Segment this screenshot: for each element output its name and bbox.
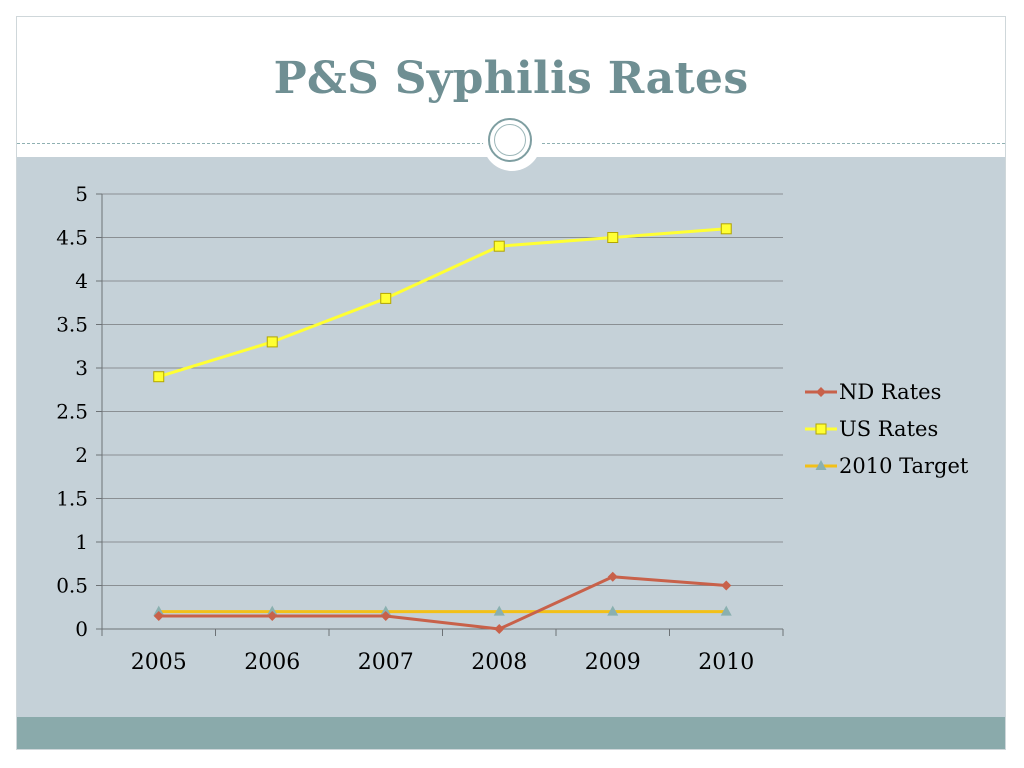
data-point	[380, 605, 392, 616]
line-chart: 0 0.5 1 1.5 2 2.5 3 3.5 4 4.5 5 2005 2006 2007 2008 200…	[56, 182, 969, 675]
data-point	[380, 292, 392, 304]
x-tick-label: 2009	[585, 650, 641, 675]
x-tick-label: 2006	[244, 650, 300, 675]
footer-bar	[17, 717, 1005, 749]
series-line-nd-rates	[158, 575, 727, 631]
data-point	[380, 610, 391, 621]
x-tick-label: 2007	[358, 650, 414, 675]
ornament-ring-inner	[494, 124, 526, 156]
x-tick-label: 2005	[131, 650, 187, 675]
data-point	[153, 371, 165, 383]
data-point	[720, 605, 732, 616]
data-point	[494, 624, 505, 634]
legend-marker	[816, 387, 826, 397]
data-point	[153, 605, 165, 616]
circle-ornament-icon	[483, 113, 541, 171]
y-tick-label: 2.5	[56, 400, 88, 424]
legend-label: US Rates	[839, 417, 938, 441]
y-tick-label: 4.5	[56, 226, 88, 250]
data-point	[607, 571, 618, 582]
chart-area: 0 0.5 1 1.5 2 2.5 3 3.5 4 4.5 5 2005 2006 2007 2008 200…	[17, 157, 1005, 717]
data-point	[493, 605, 505, 616]
data-point	[720, 223, 732, 235]
data-point	[266, 336, 278, 348]
y-tick-label: 4	[75, 269, 88, 293]
y-tick-label: 3	[75, 356, 88, 380]
data-point	[721, 580, 732, 591]
data-point	[607, 232, 619, 243]
slide-title: P&S Syphilis Rates	[273, 53, 749, 104]
data-point	[607, 605, 619, 616]
data-point	[153, 610, 164, 621]
y-tick-label: 1	[75, 530, 88, 554]
data-point	[493, 240, 505, 252]
data-point	[267, 610, 278, 621]
y-tick-label: 2	[75, 443, 88, 467]
y-tick-label: 1.5	[56, 487, 88, 511]
legend-marker	[815, 423, 827, 435]
legend-label: 2010 Target	[839, 454, 969, 478]
legend-marker	[815, 460, 827, 470]
x-tick-label: 2010	[698, 650, 754, 675]
y-tick-label: 3.5	[56, 313, 88, 337]
legend-label: ND Rates	[839, 380, 941, 404]
slide: P&S Syphilis Rates 0 0.5 1 1.5 2 2.5 3 3.5 4 4.5 5…	[16, 16, 1006, 750]
y-tick-label: 0	[75, 617, 88, 641]
data-point	[266, 605, 278, 616]
y-tick-label: 5	[75, 182, 88, 206]
ornament-ring	[488, 118, 532, 162]
series-line-us-rates	[158, 227, 727, 379]
y-tick-label: 0.5	[56, 574, 88, 598]
x-tick-label: 2008	[471, 650, 527, 675]
